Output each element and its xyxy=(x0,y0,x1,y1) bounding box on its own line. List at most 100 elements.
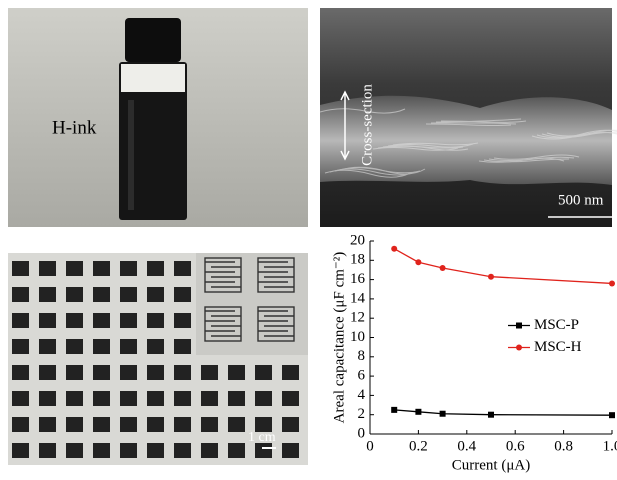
marker xyxy=(391,246,397,252)
legend-label: MSC-P xyxy=(534,317,579,333)
microdevice xyxy=(174,391,191,406)
microdevice xyxy=(12,443,29,458)
microdevice xyxy=(66,313,83,328)
microdevice xyxy=(174,313,191,328)
microdevice xyxy=(174,261,191,276)
marker xyxy=(440,411,446,417)
microdevice xyxy=(282,443,299,458)
x-tick-label: 0 xyxy=(366,438,374,454)
marker xyxy=(440,265,446,271)
x-tick-label: 0.8 xyxy=(554,438,573,454)
microdevice xyxy=(201,417,218,432)
sem-scale-label: 500 nm xyxy=(558,192,604,208)
y-tick-label: 10 xyxy=(350,329,365,345)
microdevice xyxy=(282,391,299,406)
y-tick-label: 2 xyxy=(358,406,366,422)
microdevice xyxy=(66,417,83,432)
microdevice xyxy=(147,443,164,458)
microdevice xyxy=(147,313,164,328)
microdevice xyxy=(147,287,164,302)
microdevice xyxy=(120,261,137,276)
marker xyxy=(488,274,494,280)
y-axis-label: Areal capacitance (μF cm⁻²) xyxy=(331,252,347,424)
y-tick-label: 12 xyxy=(350,310,365,326)
microdevice xyxy=(174,287,191,302)
microdevice xyxy=(255,443,272,458)
series-line xyxy=(394,410,612,415)
microdevice xyxy=(12,391,29,406)
microdevice xyxy=(228,443,245,458)
microdevice xyxy=(120,443,137,458)
microdevice xyxy=(93,417,110,432)
microdevice xyxy=(282,365,299,380)
x-tick-label: 0.6 xyxy=(506,438,525,454)
sem-photo: Cross-section 500 nm xyxy=(320,8,617,227)
x-tick-label: 0.4 xyxy=(457,438,476,454)
microdevice xyxy=(120,417,137,432)
x-tick-label: 0.2 xyxy=(409,438,428,454)
marker xyxy=(488,412,494,418)
microdevice xyxy=(174,365,191,380)
microdevice xyxy=(120,391,137,406)
microdevice xyxy=(66,391,83,406)
marker xyxy=(609,280,615,286)
legend-marker xyxy=(516,323,522,329)
microdevice xyxy=(12,417,29,432)
y-tick-label: 4 xyxy=(358,387,366,403)
microdevice xyxy=(120,365,137,380)
legend-label: MSC-H xyxy=(534,339,582,355)
microdevice xyxy=(147,417,164,432)
microdevice xyxy=(93,391,110,406)
microdevice xyxy=(174,443,191,458)
ink-photo: H-ink xyxy=(8,8,308,227)
microdevice xyxy=(201,391,218,406)
microdevice xyxy=(93,313,110,328)
microdevice xyxy=(66,287,83,302)
microdevice xyxy=(39,339,56,354)
ink-label: H-ink xyxy=(52,117,97,138)
microdevice xyxy=(93,261,110,276)
microdevice xyxy=(66,261,83,276)
microdevice xyxy=(39,365,56,380)
y-tick-label: 0 xyxy=(358,425,366,441)
microdevice xyxy=(282,417,299,432)
microdevice xyxy=(12,339,29,354)
microdevice xyxy=(147,391,164,406)
microdevice xyxy=(39,391,56,406)
microdevice xyxy=(93,339,110,354)
microdevice xyxy=(66,339,83,354)
microdevice xyxy=(255,391,272,406)
array-scale-label: 1 cm xyxy=(248,430,276,445)
microdevice xyxy=(66,365,83,380)
microdevice xyxy=(93,443,110,458)
microdevice xyxy=(93,365,110,380)
microdevice xyxy=(147,339,164,354)
microdevice xyxy=(120,339,137,354)
microdevice xyxy=(39,443,56,458)
y-tick-label: 6 xyxy=(358,368,366,384)
legend-marker xyxy=(516,345,522,351)
microdevice xyxy=(228,417,245,432)
marker xyxy=(609,412,615,418)
y-tick-label: 18 xyxy=(350,252,365,268)
microdevice xyxy=(12,313,29,328)
microdevice xyxy=(201,443,218,458)
microdevice xyxy=(39,287,56,302)
y-tick-label: 20 xyxy=(350,232,365,248)
microdevice xyxy=(255,365,272,380)
y-tick-label: 16 xyxy=(350,271,366,287)
x-tick-label: 1.0 xyxy=(603,438,617,454)
marker xyxy=(391,407,397,413)
array-photo: 1 cm xyxy=(8,253,308,465)
microdevice xyxy=(39,313,56,328)
microdevice xyxy=(93,287,110,302)
microdevice xyxy=(147,261,164,276)
microdevice xyxy=(120,313,137,328)
microdevice xyxy=(120,287,137,302)
microdevice xyxy=(39,261,56,276)
marker xyxy=(415,259,421,265)
y-tick-label: 8 xyxy=(358,348,366,364)
microdevice xyxy=(174,417,191,432)
microdevice xyxy=(12,365,29,380)
marker xyxy=(415,409,421,415)
